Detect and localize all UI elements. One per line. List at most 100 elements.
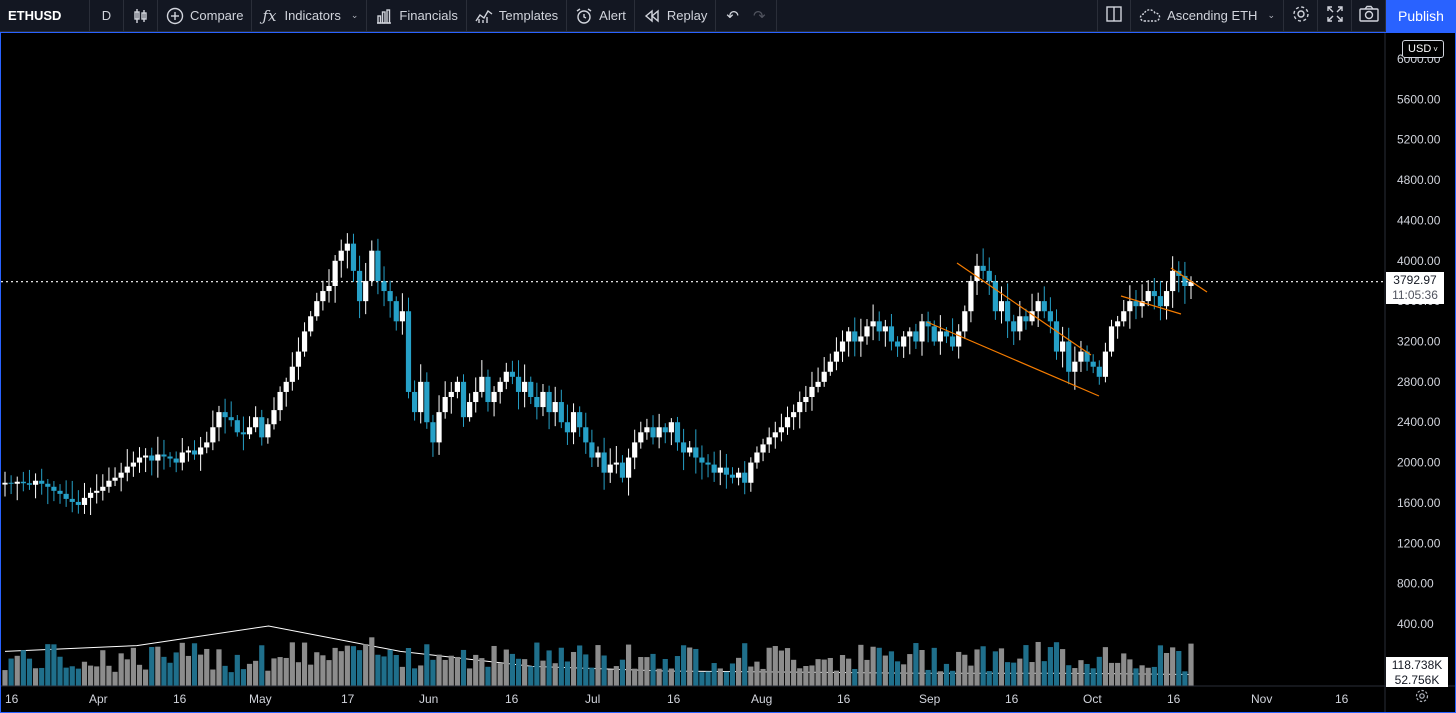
candle xyxy=(1151,278,1157,310)
candle xyxy=(1163,282,1170,320)
volume-bar xyxy=(1041,661,1047,686)
interval-button[interactable]: D xyxy=(90,0,124,32)
replay-button[interactable]: Replay xyxy=(635,0,717,32)
candle xyxy=(155,436,161,478)
volume-bar xyxy=(1060,649,1066,686)
candle xyxy=(1176,261,1182,293)
volume-bar xyxy=(1108,662,1115,686)
volume-bar xyxy=(118,653,124,686)
undo-redo-group: ↶ ↷ xyxy=(716,0,777,32)
saved-layout-button[interactable]: Ascending ETH ⌄ xyxy=(1131,0,1284,32)
time-tick-label: Nov xyxy=(1251,692,1272,706)
candle xyxy=(570,403,577,445)
volume-bar xyxy=(528,666,534,686)
volume-bar xyxy=(962,654,968,686)
symbol-search-button[interactable]: ETHUSD xyxy=(0,0,90,32)
volume-bar xyxy=(638,657,644,686)
candle xyxy=(460,374,467,427)
volume-bar xyxy=(14,655,20,686)
volume-bar xyxy=(992,651,998,686)
candle xyxy=(381,266,387,307)
chart-type-button[interactable] xyxy=(124,0,158,32)
volume-bar xyxy=(283,657,289,686)
templates-button[interactable]: Templates xyxy=(467,0,568,32)
candle xyxy=(956,324,962,359)
candle xyxy=(277,386,283,421)
redo-icon[interactable]: ↷ xyxy=(752,7,766,25)
candle xyxy=(161,439,167,470)
volume-bars-layer xyxy=(2,637,1194,686)
candle xyxy=(1023,308,1029,330)
candle xyxy=(344,233,350,269)
volume-bar xyxy=(295,662,302,686)
volume-bar xyxy=(112,671,118,686)
volume-bar xyxy=(760,668,766,686)
volume-bar xyxy=(1084,663,1090,686)
alert-button[interactable]: Alert xyxy=(567,0,635,32)
time-tick-label: 16 xyxy=(1005,692,1019,706)
candle xyxy=(913,323,919,349)
candle xyxy=(81,482,88,514)
trendline-lower[interactable] xyxy=(926,321,1100,397)
volume-bar xyxy=(907,654,913,686)
volume-bar xyxy=(143,669,149,686)
time-tick-label: 16 xyxy=(5,692,19,706)
candle xyxy=(601,437,607,490)
volume-bar xyxy=(173,652,179,686)
volume-bar xyxy=(1188,643,1194,686)
axis-settings-button[interactable] xyxy=(1412,688,1432,708)
trendline-upper[interactable] xyxy=(956,262,1092,356)
price-tick-label: 5200.00 xyxy=(1397,133,1441,147)
candle xyxy=(717,450,723,486)
volume-bar xyxy=(534,642,540,686)
financials-label: Financials xyxy=(399,8,458,23)
candle xyxy=(876,311,882,341)
volume-bar xyxy=(522,659,528,686)
volume-bar xyxy=(222,665,228,686)
snapshot-button[interactable] xyxy=(1352,0,1386,32)
price-axis[interactable]: 6000.005600.005200.004800.004400.004000.… xyxy=(1384,33,1441,712)
volume-bar xyxy=(1078,660,1084,686)
chart-pane[interactable]: 6000.00 5600.00 5200.00 4800.00 4400.00 4000.… xyxy=(0,32,1456,713)
volume-bar xyxy=(259,645,265,686)
candles-layer xyxy=(2,233,1194,516)
volume-bar xyxy=(1053,642,1060,686)
time-tick-label: Jun xyxy=(419,692,438,706)
trendline-flag-lower[interactable] xyxy=(1120,295,1182,315)
candle xyxy=(454,376,460,399)
settings-button[interactable] xyxy=(1284,0,1318,32)
candle xyxy=(75,490,81,514)
financials-button[interactable]: Financials xyxy=(367,0,467,32)
time-tick-label: May xyxy=(249,692,272,706)
compare-button[interactable]: Compare xyxy=(158,0,253,32)
candle xyxy=(815,367,821,393)
currency-badge[interactable]: USD ˅ xyxy=(1402,40,1444,58)
volume-bar xyxy=(1121,653,1127,686)
candle xyxy=(662,423,668,444)
candle xyxy=(51,481,57,502)
candle xyxy=(558,389,564,429)
price-chart[interactable]: 6000.005600.005200.004800.004400.004000.… xyxy=(1,33,1455,712)
volume-bar xyxy=(766,647,772,686)
chevron-down-icon: ⌄ xyxy=(1267,10,1275,20)
indicators-button[interactable]: ƒx Indicators ⌄ xyxy=(252,0,368,32)
chevron-down-icon: ˅ xyxy=(1433,44,1438,54)
trendline-flag-upper[interactable] xyxy=(1170,267,1208,293)
candle xyxy=(26,469,33,490)
candle xyxy=(375,238,381,295)
fullscreen-button[interactable] xyxy=(1318,0,1352,32)
volume-bar xyxy=(925,669,931,686)
time-axis[interactable]: 16 Apr 16 May 17 Jun 16 Jul 16 Aug 16 Sep 16 Oct 16 Nov… xyxy=(1,685,1455,706)
candle xyxy=(864,319,870,345)
layout-select-button[interactable] xyxy=(1097,0,1132,32)
volume-bar xyxy=(198,654,204,686)
candle xyxy=(63,480,69,507)
publish-button[interactable]: Publish xyxy=(1386,0,1456,32)
volume-bar xyxy=(69,666,75,686)
candle xyxy=(540,384,546,417)
undo-icon[interactable]: ↶ xyxy=(726,7,739,25)
candle xyxy=(1017,300,1023,341)
volume-bar xyxy=(1176,650,1182,686)
volume-bar xyxy=(791,659,797,686)
candle xyxy=(240,416,247,451)
